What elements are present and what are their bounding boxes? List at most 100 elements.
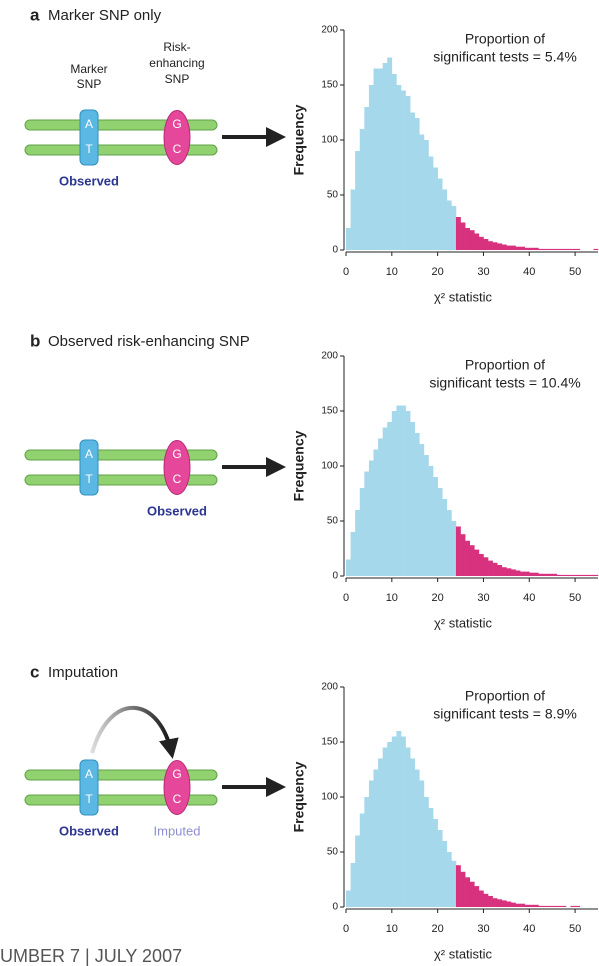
histogram-bar bbox=[414, 118, 420, 250]
histogram-bar bbox=[405, 411, 411, 576]
histogram-bar bbox=[451, 521, 457, 576]
histogram-bar bbox=[442, 189, 448, 250]
x-tick-label: 10 bbox=[386, 923, 398, 935]
histogram-bar bbox=[396, 405, 402, 576]
histogram-bar bbox=[359, 488, 365, 576]
histogram-bar bbox=[529, 247, 535, 250]
histogram-bar bbox=[556, 905, 562, 907]
histogram-bar bbox=[501, 244, 507, 250]
histogram-bar bbox=[405, 96, 411, 250]
histogram-bar bbox=[355, 835, 361, 907]
histogram-bar bbox=[378, 758, 383, 907]
histogram-bar bbox=[547, 905, 553, 907]
histogram-bar bbox=[506, 901, 512, 907]
histogram-bar bbox=[455, 217, 461, 250]
histogram-bar bbox=[492, 562, 498, 576]
allele: A bbox=[85, 447, 93, 461]
histogram-bar bbox=[575, 248, 580, 250]
histogram-bar bbox=[433, 819, 438, 907]
histogram-bar bbox=[533, 904, 539, 907]
histogram-bar bbox=[387, 422, 393, 576]
histogram-bar bbox=[478, 236, 484, 250]
histogram-bar bbox=[529, 572, 535, 576]
y-axis-label: Frequency bbox=[291, 761, 307, 832]
risk-label: enhancing bbox=[149, 56, 204, 70]
histogram-bar bbox=[588, 574, 594, 576]
histogram-bar bbox=[446, 200, 452, 250]
x-axis-label: χ² statistic bbox=[434, 946, 493, 961]
x-tick-label: 20 bbox=[432, 923, 444, 935]
histogram-bar bbox=[520, 903, 525, 907]
histogram-bar bbox=[474, 233, 480, 250]
histogram-bar bbox=[405, 747, 411, 907]
y-tick-label: 100 bbox=[321, 461, 338, 472]
allele: T bbox=[85, 472, 93, 486]
histogram-bar bbox=[460, 222, 466, 250]
histogram-bar bbox=[428, 466, 434, 576]
risk-snp bbox=[163, 110, 191, 165]
x-axis-label: χ² statistic bbox=[434, 289, 493, 304]
histogram-bar bbox=[446, 852, 452, 907]
histogram-bar bbox=[510, 245, 516, 250]
histogram-bar bbox=[497, 565, 503, 576]
histogram-bar bbox=[543, 905, 548, 907]
histogram-bar bbox=[529, 904, 535, 907]
histogram-bar bbox=[346, 890, 351, 907]
x-tick-label: 30 bbox=[477, 266, 489, 278]
histogram-bar bbox=[414, 433, 420, 576]
y-tick-label: 50 bbox=[327, 516, 339, 527]
histogram-bar bbox=[419, 780, 425, 907]
y-tick-label: 200 bbox=[321, 682, 338, 693]
histogram-bar bbox=[465, 540, 471, 576]
panel-title: Marker SNP only bbox=[48, 7, 162, 24]
histogram-bar bbox=[538, 573, 544, 576]
histogram-bar bbox=[565, 574, 571, 576]
x-tick-label: 40 bbox=[523, 923, 535, 935]
histogram-bar bbox=[373, 769, 379, 907]
y-tick-label: 50 bbox=[327, 190, 339, 201]
allele: C bbox=[173, 792, 182, 806]
histogram-bar bbox=[570, 574, 576, 576]
histogram-bar bbox=[400, 405, 406, 576]
panel-title: Imputation bbox=[48, 664, 118, 681]
x-tick-label: 0 bbox=[343, 266, 349, 278]
marker-snp bbox=[79, 109, 99, 166]
histogram-bar bbox=[465, 877, 471, 907]
annotation: significant tests = 8.9% bbox=[433, 706, 577, 722]
panel-label: a bbox=[30, 5, 40, 24]
histogram-bar bbox=[488, 560, 493, 576]
histogram-bar bbox=[538, 248, 544, 250]
y-tick-label: 200 bbox=[321, 351, 338, 362]
histogram-bar bbox=[515, 246, 521, 250]
histogram-bar bbox=[584, 574, 590, 576]
histogram-bar bbox=[575, 905, 580, 907]
histogram-bar bbox=[506, 568, 512, 576]
histogram-bar bbox=[428, 808, 434, 907]
allele: C bbox=[173, 472, 182, 486]
allele: G bbox=[172, 117, 181, 131]
x-tick-label: 0 bbox=[343, 592, 349, 604]
x-tick-label: 20 bbox=[432, 592, 444, 604]
histogram-bar bbox=[460, 534, 466, 576]
y-tick-label: 200 bbox=[321, 25, 338, 36]
histogram-bar bbox=[391, 411, 397, 576]
histogram-bar bbox=[423, 797, 429, 907]
histogram-bar bbox=[524, 247, 530, 250]
marker-snp bbox=[79, 439, 99, 496]
panel: a Marker SNP onlyATGCMarkerSNPRisk-enhanc… bbox=[24, 5, 599, 304]
histogram-bar bbox=[538, 905, 544, 907]
histogram-bar bbox=[488, 896, 493, 907]
footer: UMBER 7 | JULY 2007 bbox=[0, 946, 182, 966]
panel-title: Observed risk-enhancing SNP bbox=[48, 333, 250, 350]
histogram-bar bbox=[478, 890, 484, 907]
histogram-bar bbox=[364, 471, 370, 576]
histogram-bar bbox=[492, 242, 498, 250]
histogram-bar bbox=[378, 68, 383, 250]
histogram-bar bbox=[419, 444, 425, 576]
histogram-bar bbox=[368, 85, 374, 250]
y-tick-label: 0 bbox=[332, 571, 338, 582]
histogram-bar bbox=[442, 499, 448, 576]
histogram-bar bbox=[561, 248, 567, 250]
